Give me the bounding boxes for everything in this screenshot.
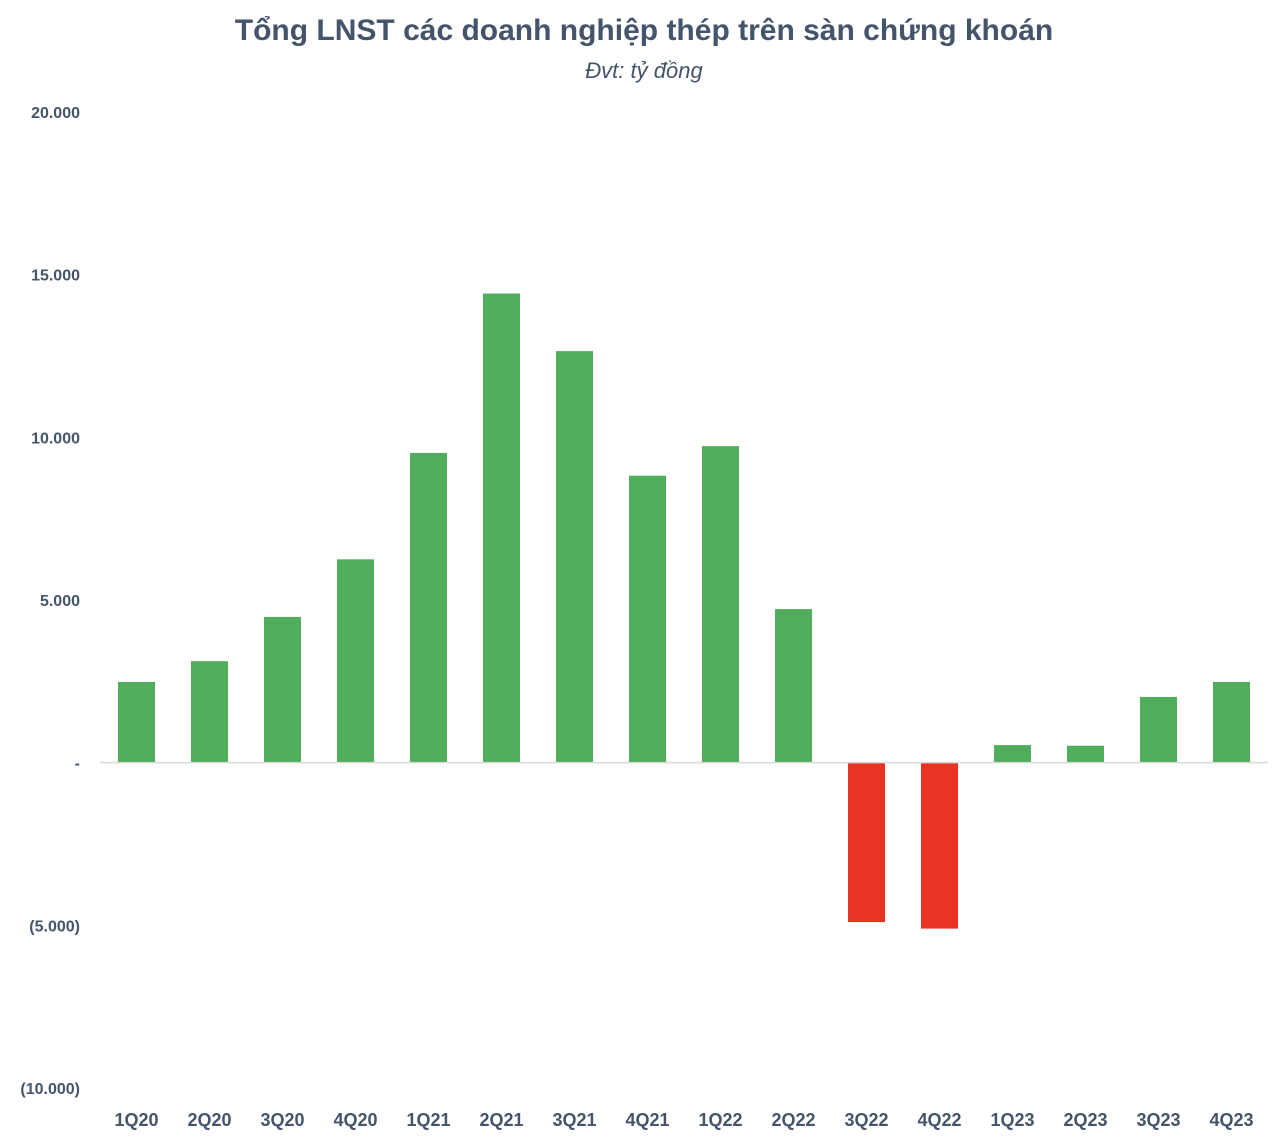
- x-axis: 1Q20 2Q20 3Q20 4Q20 1Q21 2Q21 3Q21 4Q21 1Q22 2Q22…: [114, 1110, 1253, 1130]
- x-tick-label: 2Q23: [1063, 1110, 1107, 1130]
- y-tick-label: 15.000: [31, 268, 80, 285]
- bar-2q23: [1067, 745, 1104, 763]
- x-tick-label: 4Q20: [333, 1110, 377, 1130]
- bar-4q21: [629, 475, 666, 763]
- x-tick-label: 1Q21: [406, 1110, 450, 1130]
- x-tick-label: 4Q23: [1209, 1110, 1253, 1130]
- x-tick-label: 3Q20: [260, 1110, 304, 1130]
- x-tick-label: 3Q22: [844, 1110, 888, 1130]
- y-tick-label: (10.000): [20, 1081, 80, 1098]
- y-tick-label: -: [75, 756, 80, 773]
- y-tick-label: (5.000): [29, 918, 80, 935]
- bars: [118, 293, 1250, 929]
- y-axis: 20.000 15.000 10.000 5.000 - (5.000) (10.000): [20, 105, 80, 1098]
- bar-1q22: [702, 446, 739, 763]
- y-tick-label: 10.000: [31, 430, 80, 447]
- chart-subtitle: Đvt: tỷ đồng: [585, 58, 703, 83]
- bar-3q21: [556, 351, 593, 763]
- x-tick-label: 2Q22: [771, 1110, 815, 1130]
- x-tick-label: 1Q23: [990, 1110, 1034, 1130]
- chart-title: Tổng LNST các doanh nghiệp thép trên sàn…: [234, 14, 1054, 47]
- bar-2q21: [483, 293, 520, 763]
- bar-1q20: [118, 681, 155, 763]
- bar-3q23: [1140, 696, 1177, 763]
- bar-3q22: [848, 762, 885, 923]
- bar-4q23: [1213, 681, 1250, 763]
- bar-2q22: [775, 609, 812, 763]
- x-tick-label: 3Q23: [1136, 1110, 1180, 1130]
- x-tick-label: 1Q20: [114, 1110, 158, 1130]
- bar-4q22: [921, 762, 958, 929]
- bar-1q23: [994, 745, 1031, 763]
- x-tick-label: 1Q22: [698, 1110, 742, 1130]
- y-tick-label: 5.000: [40, 593, 80, 610]
- x-tick-label: 2Q20: [187, 1110, 231, 1130]
- bar-4q20: [337, 559, 374, 763]
- x-tick-label: 2Q21: [479, 1110, 523, 1130]
- x-tick-label: 4Q21: [625, 1110, 669, 1130]
- x-tick-label: 3Q21: [552, 1110, 596, 1130]
- bar-3q20: [264, 616, 301, 763]
- bar-2q20: [191, 661, 228, 763]
- y-tick-label: 20.000: [31, 105, 80, 122]
- x-tick-label: 4Q22: [917, 1110, 961, 1130]
- bar-1q21: [410, 452, 447, 763]
